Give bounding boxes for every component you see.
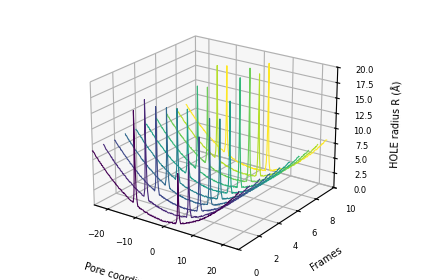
X-axis label: Pore coordinate ζ (Å): Pore coordinate ζ (Å) [83, 260, 184, 280]
Y-axis label: Frames: Frames [309, 245, 344, 273]
